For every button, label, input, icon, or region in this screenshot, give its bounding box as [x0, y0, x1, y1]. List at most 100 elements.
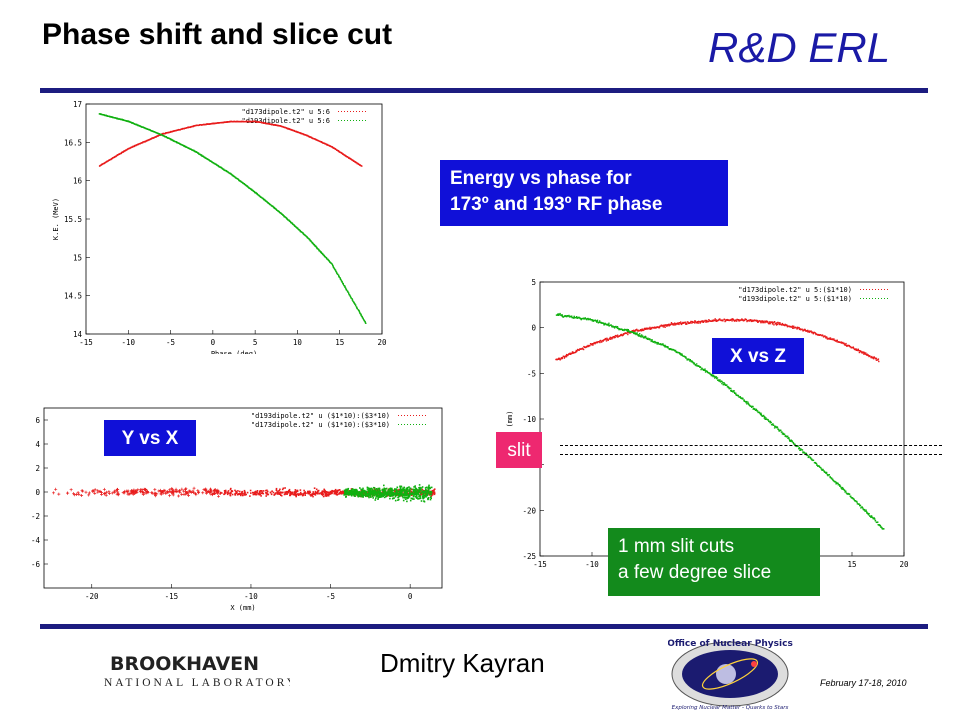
data-point [853, 498, 855, 500]
data-point [594, 343, 596, 345]
data-point [426, 492, 428, 495]
data-point [284, 487, 286, 489]
data-point [419, 489, 421, 492]
data-point [274, 493, 276, 495]
onp-logo-title: Office of Nuclear Physics [668, 639, 793, 649]
data-point [213, 488, 217, 492]
data-point [861, 507, 864, 509]
data-point [299, 489, 302, 491]
data-point [687, 321, 689, 323]
data-point [740, 319, 742, 321]
data-point [403, 497, 406, 499]
data-point [253, 492, 256, 494]
data-point [360, 165, 362, 167]
data-point [288, 488, 291, 491]
data-point [309, 239, 311, 241]
x-tick-label: -10 [244, 592, 258, 601]
data-point [282, 491, 284, 494]
data-point [395, 489, 398, 491]
data-point [383, 494, 386, 496]
data-point [788, 439, 791, 441]
data-point [254, 490, 257, 493]
data-point [54, 487, 58, 491]
data-point [331, 263, 333, 266]
data-point [870, 516, 872, 518]
data-point [359, 311, 361, 314]
x-tick-label: 15 [335, 338, 344, 347]
data-point [368, 494, 370, 497]
data-point [319, 492, 321, 495]
data-point [408, 486, 410, 488]
data-point [315, 488, 318, 491]
data-point [260, 490, 263, 492]
data-point [776, 322, 778, 324]
data-point [580, 317, 582, 320]
data-point [606, 337, 608, 339]
data-point [601, 341, 603, 343]
data-point [797, 327, 799, 329]
data-point [743, 399, 745, 401]
data-point [404, 491, 406, 493]
data-point [557, 313, 560, 315]
data-point [593, 341, 595, 344]
data-point [641, 336, 643, 338]
data-point [604, 337, 606, 340]
data-point [350, 493, 352, 496]
data-point [850, 346, 852, 348]
data-point [596, 341, 599, 344]
data-point [201, 154, 203, 156]
data-point [637, 330, 640, 332]
data-point [272, 491, 275, 494]
data-point [192, 486, 196, 490]
data-point [333, 268, 336, 270]
data-point [311, 494, 313, 496]
data-point [742, 397, 744, 400]
data-point [337, 489, 340, 491]
data-point [791, 440, 793, 442]
data-point [321, 494, 324, 496]
data-point [355, 492, 357, 494]
data-point [772, 424, 775, 426]
data-point [341, 152, 343, 155]
data-point [818, 466, 821, 468]
data-point [321, 492, 323, 495]
data-point [672, 323, 674, 325]
data-point [143, 491, 147, 495]
data-point [380, 492, 382, 494]
y-tick-label: 16.5 [64, 138, 82, 147]
data-point [691, 321, 694, 323]
data-point [714, 318, 716, 320]
data-point [365, 495, 367, 498]
data-point [351, 488, 354, 491]
data-point [404, 498, 407, 500]
data-point [306, 134, 308, 137]
data-point [375, 497, 377, 499]
data-point [359, 487, 361, 489]
data-point [346, 493, 349, 495]
data-point [704, 368, 706, 370]
data-point [425, 486, 428, 489]
data-point [743, 319, 745, 321]
data-point [302, 494, 304, 496]
plot-frame [539, 281, 905, 557]
data-point [388, 489, 391, 491]
data-point [728, 388, 730, 390]
data-point [362, 494, 364, 497]
data-point [771, 322, 774, 324]
data-point [317, 490, 319, 492]
data-point [415, 490, 418, 493]
data-point [349, 492, 351, 494]
data-point [418, 487, 421, 490]
data-point [427, 487, 429, 489]
data-point [664, 344, 666, 347]
data-point [807, 329, 809, 332]
data-point [221, 492, 223, 494]
data-point [729, 387, 731, 390]
data-point [678, 323, 680, 326]
data-point [698, 321, 700, 323]
data-point [611, 336, 613, 339]
y-vs-x-callout: Y vs X [104, 420, 196, 456]
data-point [746, 403, 748, 405]
data-point [801, 449, 804, 451]
data-point [848, 493, 851, 495]
